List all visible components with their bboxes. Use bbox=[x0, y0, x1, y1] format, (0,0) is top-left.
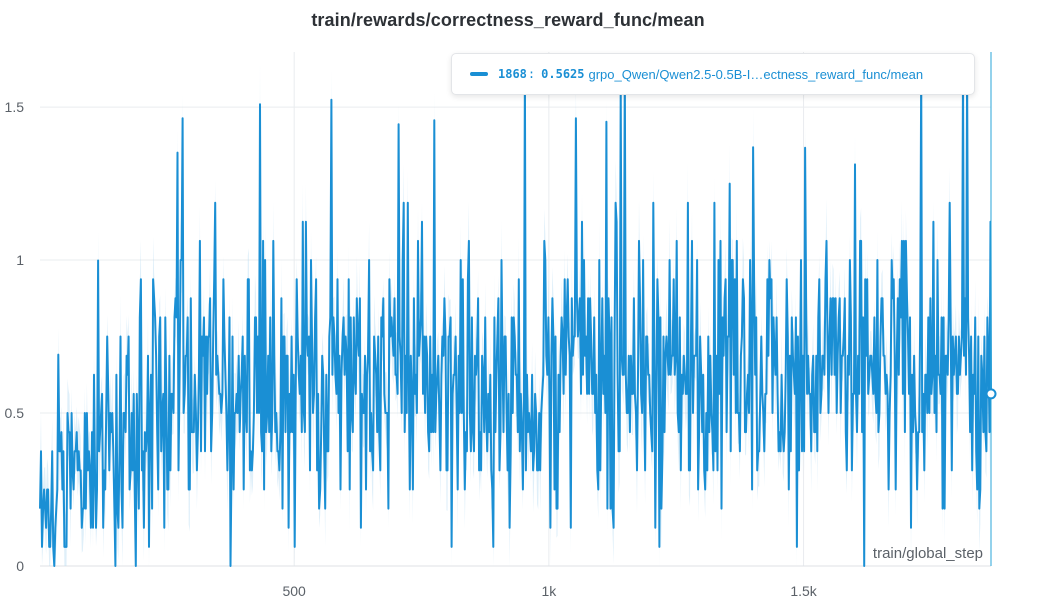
x-tick-label: 1k bbox=[541, 583, 557, 599]
tooltip-value: 0.5625 bbox=[541, 67, 585, 81]
tooltip-separator: : bbox=[527, 67, 536, 81]
hover-point bbox=[985, 388, 997, 400]
x-tick-label: 1.5k bbox=[790, 583, 817, 599]
y-tick-label: 0 bbox=[16, 558, 24, 574]
x-axis-title: train/global_step bbox=[873, 545, 983, 562]
series-swatch bbox=[470, 72, 488, 76]
y-tick-label: 1.5 bbox=[5, 99, 25, 115]
series-line[interactable] bbox=[39, 69, 992, 567]
chart-title: train/rewards/correctness_reward_func/me… bbox=[311, 10, 705, 30]
y-tick-label: 0.5 bbox=[5, 405, 25, 421]
tooltip-step: 1868 bbox=[498, 67, 527, 81]
tooltip-run-name[interactable]: grpo_Qwen/Qwen2.5-0.5B-I…ectness_reward_… bbox=[588, 66, 924, 82]
hover-tooltip: 1868 : 0.5625 grpo_Qwen/Qwen2.5-0.5B-I…e… bbox=[451, 53, 975, 95]
y-tick-label: 1 bbox=[16, 252, 24, 268]
x-tick-label: 500 bbox=[282, 583, 306, 599]
